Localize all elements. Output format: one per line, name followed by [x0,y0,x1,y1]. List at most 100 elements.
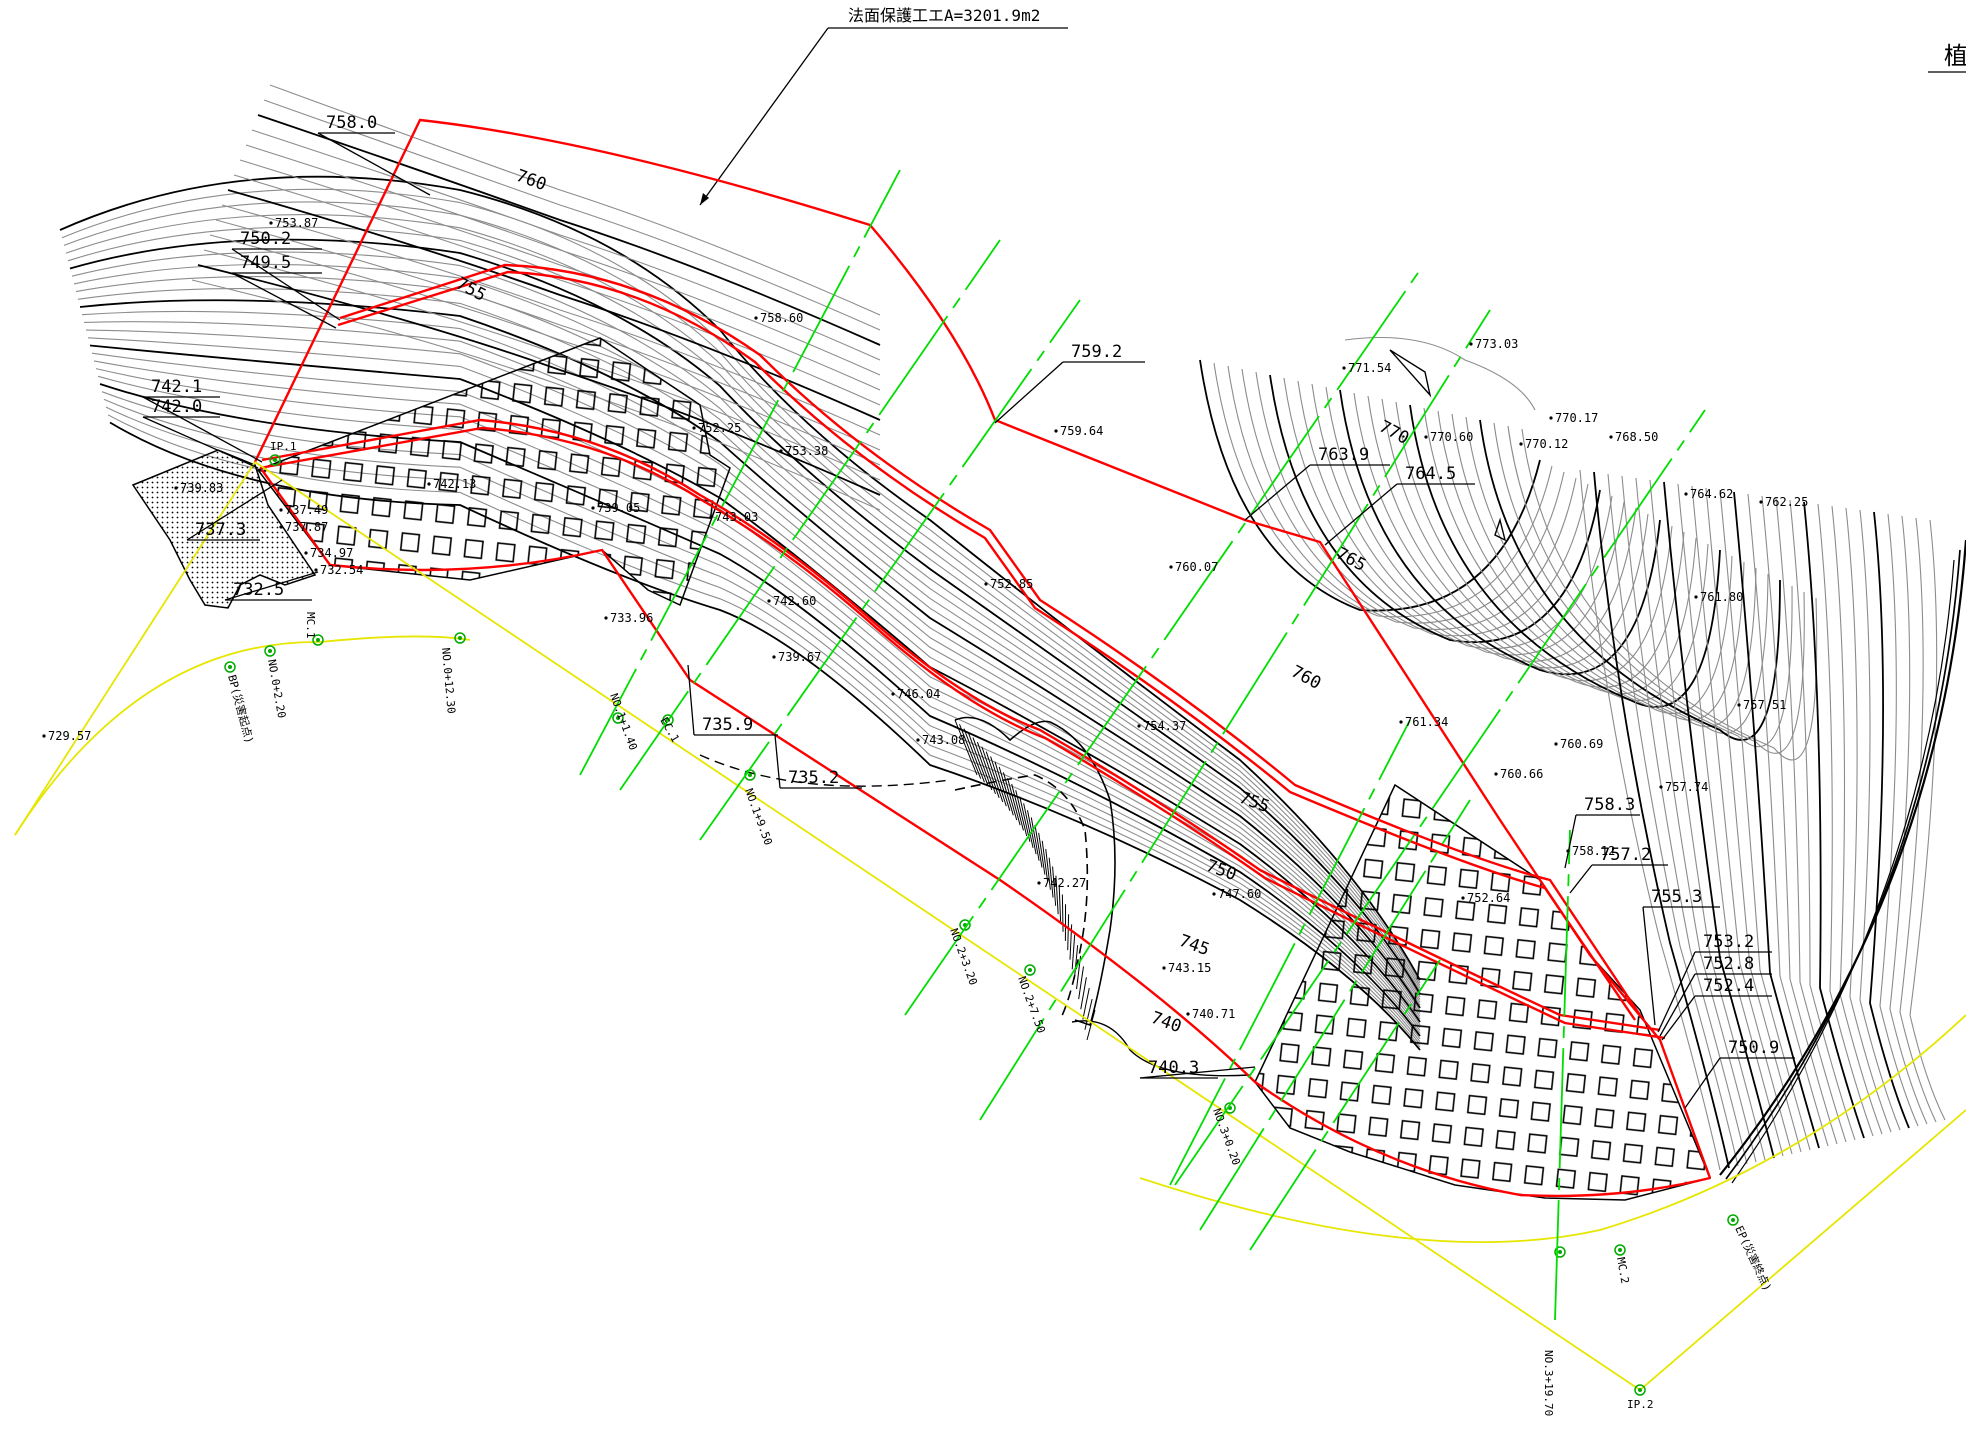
contour-line [1817,503,1874,1137]
spot-label: 770.60 [1430,430,1473,444]
spot-elevation: 737.87 [279,520,328,534]
spot-label: 737.87 [285,520,328,534]
spot-dot [1212,892,1216,896]
spot-elevation: 771.54 [1342,361,1391,375]
spot-dot [1461,896,1465,900]
contour-line [1789,499,1856,1141]
spot-elevations: 753.87 758.60 752.25 753.38 742.13 739.05 743.… [42,216,1808,1021]
spot-label: 752.64 [1467,891,1510,905]
spot-dot [314,568,318,572]
retaining-hatch-line [1041,840,1049,883]
spot-label: 739.83 [180,481,223,495]
spot-label: 743.15 [1168,961,1211,975]
contour-line [1241,368,1577,630]
spot-dot [1162,966,1166,970]
slope-protection-areas [131,337,1712,1201]
elevation-callout: 763.9 [1244,445,1390,521]
retaining-hatch-line [1055,875,1059,915]
callout-leader [774,734,781,789]
section-line [1169,719,1411,1186]
spot-dot [779,449,783,453]
contour-line [83,321,1421,1014]
spot-elevation: 768.50 [1609,430,1658,444]
contour-line [245,144,881,376]
callout-label: 752.4 [1703,976,1754,996]
retaining-hatch-line [1080,977,1087,1010]
spot-label: 758.60 [760,311,803,325]
spot-dot [1659,785,1663,789]
contour-line [87,337,1421,1020]
contour-line [1677,483,1784,1157]
elevation-callout: 732.5 [224,571,319,601]
spot-dot [891,692,895,696]
spot-dot [772,655,776,659]
contour-line [89,344,1421,1023]
station-marker-dot [748,773,752,777]
retaining-hatch-line [1002,772,1018,821]
contour-line [251,129,881,361]
contour-line [1899,517,1937,1123]
spot-elevation: 743.08 [916,733,965,747]
station-marker [312,634,324,646]
contour-line [1579,469,1721,1171]
callout-label: 753.2 [1703,932,1754,952]
elevation-callout: 740.3 [1139,1058,1256,1079]
contour-line [1269,374,1601,643]
spot-dot [692,426,696,430]
toe-curve [1071,1020,1251,1077]
contour-line [263,99,881,331]
spot-elevation: 760.66 [1494,767,1543,781]
contour-label: 745 [1176,931,1212,960]
spot-label: 734.97 [310,546,353,560]
elevation-callout: 752.8 [1659,954,1772,1037]
contour-line [1465,416,1769,734]
section-line [619,239,1001,791]
contour-line [1803,501,1865,1139]
elevation-callout: 753.2 [1657,932,1772,1033]
contour-line [1409,404,1721,708]
callout-label: 732.5 [233,580,284,600]
elevation-callout: 735.9 [687,664,778,736]
retaining-inner [954,774,1089,1021]
station-marker-dot [228,665,232,669]
station-marker [224,661,236,673]
retaining-hatch-line [968,732,989,787]
callout-label: 764.5 [1405,464,1456,484]
contour-line [75,276,1421,1003]
spot-dot [1169,565,1173,569]
spot-elevation: 743.03 [709,510,758,524]
elevation-callout: 757.2 [1569,845,1668,894]
contour-line [1889,515,1928,1125]
spot-label: 739.05 [597,501,640,515]
contour-line [63,201,1421,986]
retaining-structure [699,716,1251,1077]
retaining-hatch-line [1048,857,1054,898]
callout-leader [231,248,341,321]
spot-label: 743.03 [715,510,758,524]
station-marker [612,712,624,724]
spot-dot [427,482,431,486]
spot-elevation: 753.87 [269,216,318,230]
contour-line [1297,380,1625,656]
station-label: NO.3+0.20 [1210,1107,1243,1167]
elevation-callout: 750.9 [1684,1038,1795,1109]
spot-label: 757.51 [1743,698,1786,712]
spot-elevation: 742.27 [1037,876,1086,890]
contour-line [1437,410,1745,721]
spot-elevation: 770.12 [1519,437,1568,451]
station-label: IP.1 [270,440,297,453]
contour-line [233,174,881,406]
elevation-callout: 758.0 [317,113,431,196]
station-label: EP(災害終点) [1732,1223,1774,1293]
elevation-callout: 735.2 [774,734,862,789]
spot-label: 752.85 [990,577,1033,591]
contour-line [1507,425,1805,754]
contour-line [1227,365,1565,624]
spot-dot [1424,435,1428,439]
contour-line [61,188,1421,984]
spot-label: 752.25 [698,421,741,435]
slope-bench-line-lower [261,418,1661,1032]
contour-line [1845,507,1892,1133]
contour-line [1479,419,1781,741]
contour-label: 755 [1236,788,1272,817]
